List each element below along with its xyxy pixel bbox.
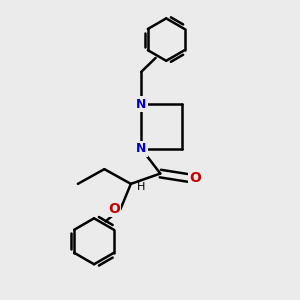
Text: O: O [108, 202, 120, 216]
Text: N: N [136, 98, 146, 111]
Text: O: O [189, 171, 201, 185]
Text: N: N [136, 142, 146, 155]
Text: H: H [137, 182, 146, 192]
